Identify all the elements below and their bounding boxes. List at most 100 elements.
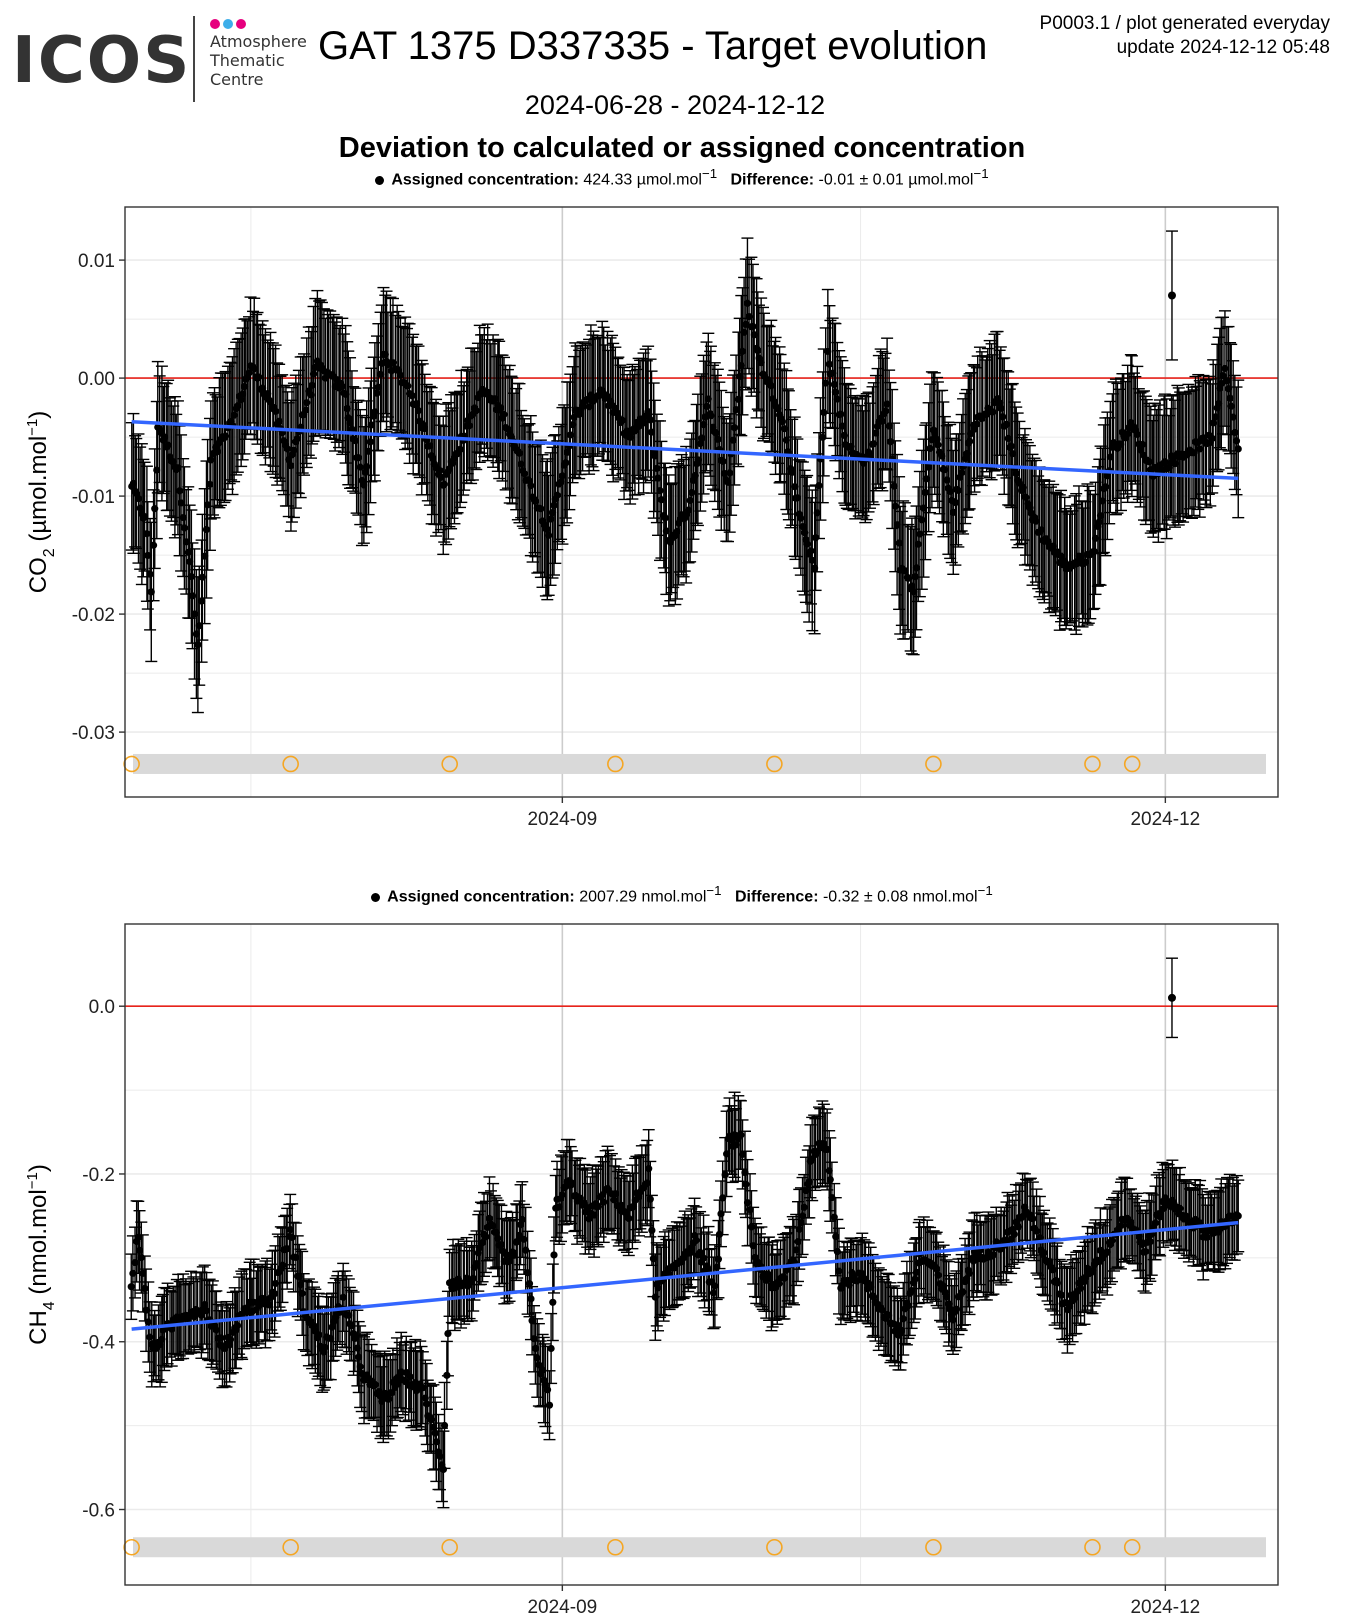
data-point (743, 299, 752, 307)
data-point (886, 438, 895, 446)
data-point (1022, 493, 1030, 502)
data-point (406, 1373, 414, 1381)
data-point (202, 525, 211, 534)
data-point (686, 496, 694, 505)
data-point (1138, 440, 1147, 449)
data-point (1232, 437, 1241, 445)
data-point (287, 462, 295, 470)
legend-dot-icon (371, 892, 381, 902)
data-point (704, 1265, 713, 1273)
data-point (717, 1210, 725, 1218)
subtitle-value: 2007.29 nmol.mol (579, 888, 707, 906)
data-point (339, 1293, 347, 1301)
section-title: Deviation to calculated or assigned conc… (338, 132, 1026, 164)
data-point (747, 1223, 756, 1231)
data-point (815, 482, 823, 490)
data-point (500, 410, 508, 419)
ch4-subtitle: Assigned concentration: 2007.29 nmol.mol… (82, 883, 1282, 906)
data-point (482, 1233, 490, 1241)
generation-note: P0003.1 / plot generated everyday update… (1040, 12, 1330, 60)
data-point (830, 380, 838, 389)
data-point (645, 1165, 653, 1173)
marker-circle (282, 755, 299, 773)
data-point (998, 413, 1007, 421)
marker-circle (925, 755, 942, 773)
data-point (550, 501, 558, 509)
data-point (436, 466, 444, 475)
data-point (966, 437, 974, 445)
data-point (661, 514, 669, 522)
y-tick-label: -0.01 (72, 487, 115, 508)
data-point (726, 469, 734, 477)
subtitle-value: -0.01 ± 0.01 µmol.mol (818, 171, 974, 189)
marker-circle (607, 755, 624, 773)
data-points (125, 230, 1245, 714)
data-point (1167, 291, 1176, 300)
data-point (388, 1389, 396, 1397)
data-point (135, 1246, 144, 1255)
data-point (558, 472, 567, 480)
data-point (973, 420, 981, 428)
marker-circle (1084, 755, 1101, 773)
data-point (699, 1254, 708, 1262)
data-point (742, 1180, 750, 1188)
data-point (315, 1331, 323, 1339)
data-point (520, 469, 528, 478)
data-point (791, 483, 799, 491)
data-point (440, 1421, 449, 1430)
data-point (444, 1329, 452, 1338)
data-point (175, 487, 184, 495)
data-point (698, 434, 706, 442)
data-point (414, 406, 423, 415)
data-point (356, 463, 364, 471)
x-tick-label: 2024-09 (527, 809, 597, 830)
data-point (1007, 442, 1015, 450)
marker-circle (607, 1538, 624, 1556)
data-point (527, 482, 535, 490)
co2-subtitle: Assigned concentration: 424.33 µmol.mol−… (82, 166, 1282, 189)
data-point (543, 525, 551, 533)
logo-subtitle-line: Centre (210, 70, 264, 89)
data-point (212, 1326, 220, 1334)
data-point (494, 1234, 502, 1243)
data-point (714, 435, 722, 443)
data-point (307, 391, 315, 399)
co2-chart: 0.01 0.00 -0.01 -0.02 -0.03 2024-09 2024-12 CO2… (24, 206, 1279, 830)
data-point (550, 1251, 558, 1259)
data-point (321, 1343, 329, 1351)
data-point (934, 441, 942, 449)
data-point (371, 1380, 379, 1389)
data-point (206, 480, 214, 488)
data-point (958, 469, 966, 477)
data-point (989, 1251, 998, 1259)
data-point (194, 641, 202, 649)
data-point (648, 1226, 656, 1234)
data-point (149, 541, 158, 549)
x-tick-label: 2024-12 (1130, 809, 1200, 830)
data-point (404, 382, 412, 390)
y-axis-title-part: (µmol.mol (25, 436, 52, 549)
subtitle-label: Assigned concentration: (387, 888, 575, 906)
data-point (302, 406, 310, 414)
data-point (531, 1344, 540, 1353)
subtitle-label: Difference: (730, 171, 815, 189)
subtitle-sup: −1 (706, 883, 722, 898)
data-point (423, 1400, 431, 1408)
data-point (1231, 428, 1239, 437)
data-point (1040, 1249, 1048, 1257)
data-point (439, 1465, 448, 1474)
data-point (146, 570, 154, 578)
data-point (366, 438, 375, 446)
data-point (558, 1191, 566, 1199)
marker-band (133, 753, 1266, 774)
data-point (298, 1289, 306, 1297)
data-point (709, 1289, 718, 1297)
page-title: GAT 1375 D337335 - Target evolution (318, 24, 988, 68)
data-point (1010, 1230, 1018, 1238)
data-point (625, 1214, 633, 1223)
data-point (549, 1298, 557, 1306)
data-point (702, 402, 711, 411)
y-axis-title-part: 2 (41, 548, 58, 557)
data-point (518, 1215, 526, 1224)
